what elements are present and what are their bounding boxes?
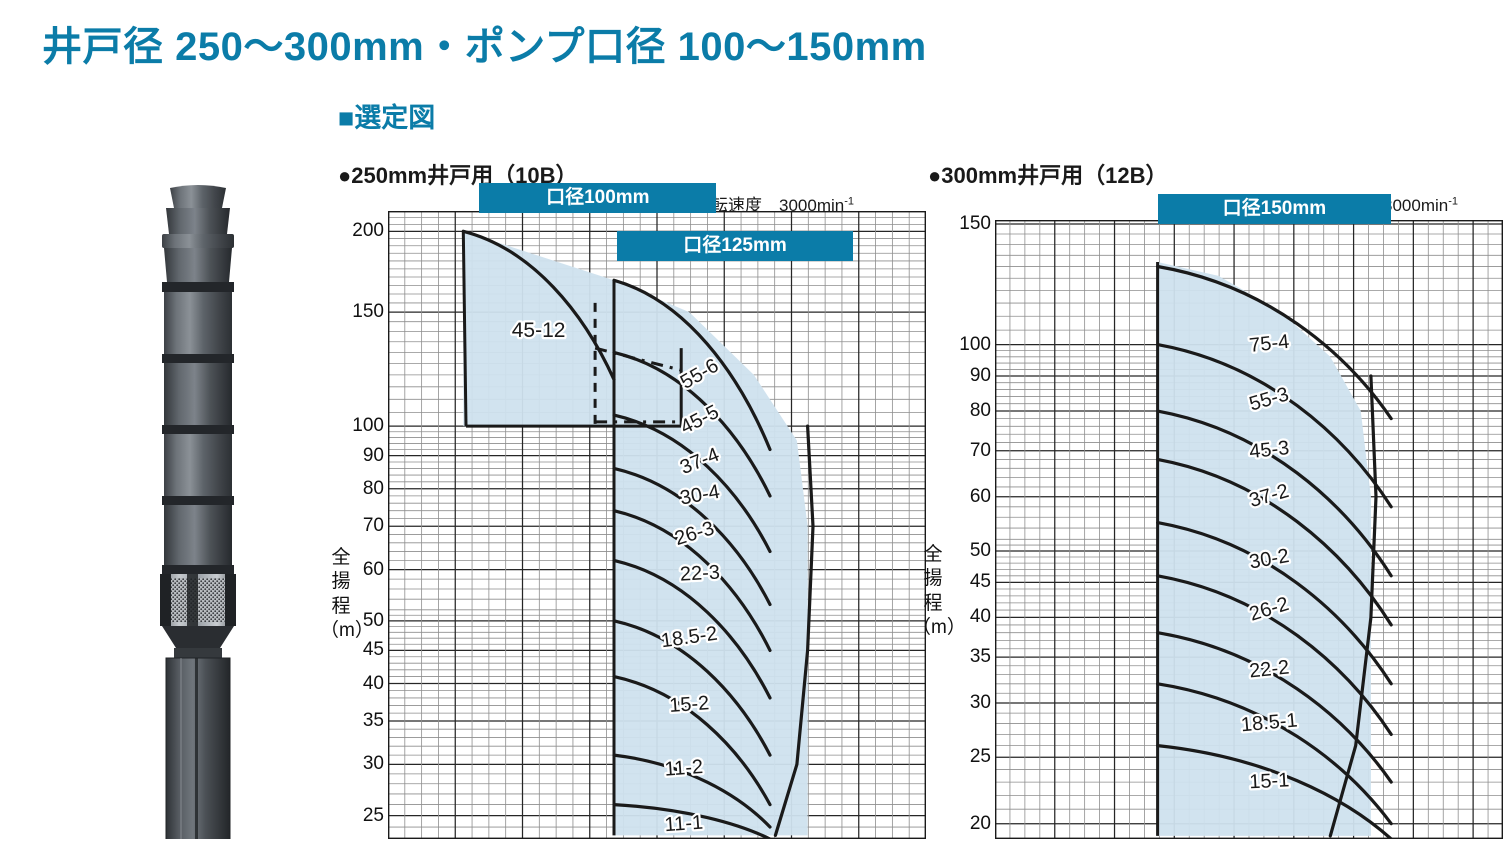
yaxis-caption-line-1: 全: [331, 547, 351, 568]
ytick-45: 45: [969, 571, 991, 593]
ytick-60: 60: [362, 558, 384, 580]
ytick-60: 60: [969, 485, 991, 507]
ytick-40: 40: [362, 672, 384, 694]
curve-label-15-2: 15-2: [669, 692, 710, 717]
curve-label-22-2: 22-2: [1248, 656, 1290, 682]
ytick-25: 25: [362, 804, 384, 826]
ytick-150: 150: [959, 212, 991, 234]
badge-150mm: 口径150mm: [1157, 194, 1392, 224]
ytick-35: 35: [362, 710, 384, 732]
ytick-90: 90: [969, 365, 991, 386]
yaxis-caption-line-2: 揚: [923, 568, 943, 590]
ytick-200: 200: [352, 220, 384, 242]
chart-250mm-speed-exponent: -1: [844, 195, 854, 208]
ytick-30: 30: [969, 692, 991, 714]
chart-300mm-plot: 75-4 55-3 45-3 37-2 30-2 26-2 22-2 18.5-1 15-1: [995, 220, 1503, 839]
ytick-100: 100: [352, 415, 384, 437]
badge-100mm: 口径100mm: [479, 183, 717, 213]
yaxis-caption-line-2: 揚: [331, 571, 351, 593]
yaxis-caption-line-3: 程: [923, 592, 943, 614]
yaxis-caption-line-4: （m）: [912, 616, 966, 638]
curve-label-11-1: 11-1: [664, 812, 704, 837]
ytick-35: 35: [969, 646, 991, 668]
yaxis-caption-line-1: 全: [923, 544, 943, 565]
chart-250mm-block: ●250mm井戸用（10B） 同期回転速度 3000min-1 全 揚 程 （m…: [320, 158, 928, 839]
ytick-45: 45: [362, 639, 384, 661]
curve-label-15-1: 15-1: [1249, 769, 1290, 793]
pump-photo: [140, 180, 255, 844]
ytick-90: 90: [362, 444, 384, 466]
curve-label-11-2: 11-2: [664, 756, 704, 781]
ytick-80: 80: [362, 477, 384, 499]
ytick-150: 150: [352, 301, 384, 323]
section-heading: ■選定図: [338, 103, 436, 133]
ytick-80: 80: [969, 400, 991, 422]
ytick-70: 70: [969, 439, 991, 461]
chart-300mm-speed-exponent: -1: [1448, 195, 1458, 208]
pump-photo-illustration: [160, 185, 236, 844]
curve-label-22-3: 22-3: [679, 562, 720, 586]
curve-label-75-4: 75-4: [1248, 331, 1290, 357]
chart-300mm-block: ●300mm井戸用（12B） 同期回転速度 3000min-1 全 揚 程 （m…: [912, 158, 1510, 839]
ytick-70: 70: [362, 515, 384, 537]
ytick-30: 30: [362, 753, 384, 775]
ytick-25: 25: [969, 746, 991, 768]
ytick-20: 20: [969, 812, 991, 834]
ytick-50: 50: [362, 609, 384, 631]
chart-300mm-title: ●300mm井戸用（12B）: [928, 163, 1168, 188]
curve-label-45-12: 45-12: [512, 319, 566, 342]
chart-250mm-plot: 45-12 55-6 45-5 37-4 30-4 26-3 22-3 18.5-2 15-2 1…: [388, 211, 926, 839]
ytick-40: 40: [969, 606, 991, 628]
badge-125mm: 口径125mm: [616, 231, 854, 261]
page-title: 井戸径 250〜300mm・ポンプ口径 100〜150mm: [42, 25, 927, 69]
yaxis-caption-line-3: 程: [331, 595, 351, 617]
ytick-50: 50: [969, 539, 991, 561]
curve-label-45-3: 45-3: [1248, 437, 1290, 463]
chart-300mm-yaxis-caption: 全 揚 程 （m）: [912, 543, 966, 640]
ytick-100: 100: [959, 333, 991, 355]
